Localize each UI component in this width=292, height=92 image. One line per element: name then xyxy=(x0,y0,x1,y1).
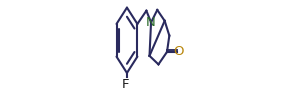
Text: N: N xyxy=(146,16,156,29)
Text: O: O xyxy=(174,45,184,58)
Text: F: F xyxy=(121,78,129,91)
